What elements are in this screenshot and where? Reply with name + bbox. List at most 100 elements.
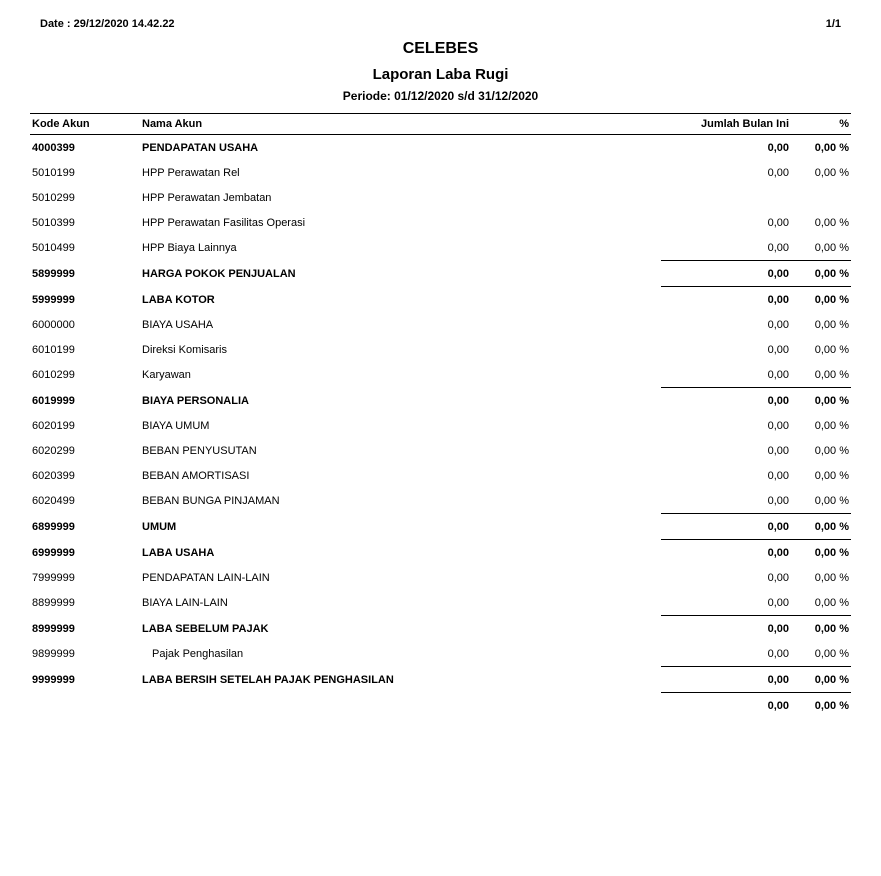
table-row: 6899999UMUM0,000,00 % [30,514,851,540]
cell-code: 5010299 [30,185,140,210]
table-row: 9899999Pajak Penghasilan0,000,00 % [30,641,851,667]
cell-name [140,693,661,719]
cell-amount: 0,00 [661,616,791,642]
table-row: 5010199HPP Perawatan Rel0,000,00 % [30,160,851,185]
cell-pct [791,185,851,210]
table-row: 8899999BIAYA LAIN-LAIN0,000,00 % [30,590,851,616]
cell-pct: 0,00 % [791,590,851,616]
table-row: 6020499BEBAN BUNGA PINJAMAN0,000,00 % [30,488,851,514]
cell-amount: 0,00 [661,641,791,667]
cell-amount: 0,00 [661,463,791,488]
date-value: 29/12/2020 14.42.22 [74,18,175,30]
cell-pct: 0,00 % [791,413,851,438]
cell-amount: 0,00 [661,590,791,616]
cell-pct: 0,00 % [791,693,851,719]
cell-amount: 0,00 [661,362,791,388]
cell-pct: 0,00 % [791,235,851,261]
col-amount: Jumlah Bulan Ini [661,114,791,135]
cell-code: 5010199 [30,160,140,185]
table-row: 4000399PENDAPATAN USAHA0,000,00 % [30,135,851,161]
cell-amount: 0,00 [661,514,791,540]
cell-name: BEBAN BUNGA PINJAMAN [140,488,661,514]
cell-amount: 0,00 [661,388,791,414]
cell-amount: 0,00 [661,413,791,438]
cell-name: LABA KOTOR [140,287,661,313]
cell-name: Pajak Penghasilan [140,641,661,667]
cell-name: PENDAPATAN LAIN-LAIN [140,565,661,590]
table-row: 6020399BEBAN AMORTISASI0,000,00 % [30,463,851,488]
col-name: Nama Akun [140,114,661,135]
table-row: 5899999HARGA POKOK PENJUALAN0,000,00 % [30,261,851,287]
title-block: CELEBES Laporan Laba Rugi Periode: 01/12… [30,40,851,103]
table-row: 6010299Karyawan0,000,00 % [30,362,851,388]
cell-name: LABA USAHA [140,540,661,566]
cell-pct: 0,00 % [791,641,851,667]
cell-code: 8999999 [30,616,140,642]
cell-code: 6020299 [30,438,140,463]
cell-name: LABA SEBELUM PAJAK [140,616,661,642]
cell-pct: 0,00 % [791,261,851,287]
table-row: 6020299BEBAN PENYUSUTAN0,000,00 % [30,438,851,463]
cell-amount: 0,00 [661,135,791,161]
table-row: 6010199Direksi Komisaris0,000,00 % [30,337,851,362]
report-title: Laporan Laba Rugi [30,66,851,83]
cell-amount: 0,00 [661,337,791,362]
cell-name: BIAYA PERSONALIA [140,388,661,414]
cell-pct: 0,00 % [791,514,851,540]
table-row: 7999999PENDAPATAN LAIN-LAIN0,000,00 % [30,565,851,590]
cell-amount: 0,00 [661,261,791,287]
cell-amount: 0,00 [661,693,791,719]
cell-pct: 0,00 % [791,388,851,414]
table-header: Kode Akun Nama Akun Jumlah Bulan Ini % [30,114,851,135]
cell-pct: 0,00 % [791,616,851,642]
cell-name: BEBAN AMORTISASI [140,463,661,488]
company-name: CELEBES [30,40,851,58]
cell-code: 6020399 [30,463,140,488]
cell-code: 5899999 [30,261,140,287]
table-row: 9999999LABA BERSIH SETELAH PAJAK PENGHAS… [30,667,851,693]
cell-pct: 0,00 % [791,488,851,514]
cell-code: 6899999 [30,514,140,540]
cell-name: LABA BERSIH SETELAH PAJAK PENGHASILAN [140,667,661,693]
cell-name: BIAYA USAHA [140,312,661,337]
cell-code: 6000000 [30,312,140,337]
table-body: 4000399PENDAPATAN USAHA0,000,00 %5010199… [30,135,851,719]
cell-code: 4000399 [30,135,140,161]
table-row: 6999999LABA USAHA0,000,00 % [30,540,851,566]
cell-amount: 0,00 [661,287,791,313]
cell-code: 7999999 [30,565,140,590]
cell-name: HARGA POKOK PENJUALAN [140,261,661,287]
date-label: Date : [40,18,71,30]
table-row: 6019999BIAYA PERSONALIA0,000,00 % [30,388,851,414]
cell-amount: 0,00 [661,667,791,693]
cell-amount: 0,00 [661,540,791,566]
cell-name: PENDAPATAN USAHA [140,135,661,161]
grand-total-row: 0,000,00 % [30,693,851,719]
cell-name: UMUM [140,514,661,540]
cell-code: 6010199 [30,337,140,362]
cell-pct: 0,00 % [791,362,851,388]
cell-pct: 0,00 % [791,565,851,590]
table-row: 5010299HPP Perawatan Jembatan [30,185,851,210]
cell-amount: 0,00 [661,160,791,185]
cell-amount: 0,00 [661,210,791,235]
cell-pct: 0,00 % [791,463,851,488]
cell-name: BIAYA UMUM [140,413,661,438]
cell-code: 9899999 [30,641,140,667]
cell-pct: 0,00 % [791,160,851,185]
cell-code: 9999999 [30,667,140,693]
cell-amount: 0,00 [661,235,791,261]
col-code: Kode Akun [30,114,140,135]
report-page: Date : 29/12/2020 14.42.22 1/1 CELEBES L… [0,0,881,738]
cell-pct: 0,00 % [791,667,851,693]
cell-name: BIAYA LAIN-LAIN [140,590,661,616]
cell-code: 5010399 [30,210,140,235]
cell-name: HPP Biaya Lainnya [140,235,661,261]
report-table: Kode Akun Nama Akun Jumlah Bulan Ini % 4… [30,113,851,718]
table-row: 5999999LABA KOTOR0,000,00 % [30,287,851,313]
cell-pct: 0,00 % [791,540,851,566]
date-block: Date : 29/12/2020 14.42.22 [40,18,175,30]
cell-code: 6999999 [30,540,140,566]
cell-name: HPP Perawatan Fasilitas Operasi [140,210,661,235]
cell-pct: 0,00 % [791,287,851,313]
